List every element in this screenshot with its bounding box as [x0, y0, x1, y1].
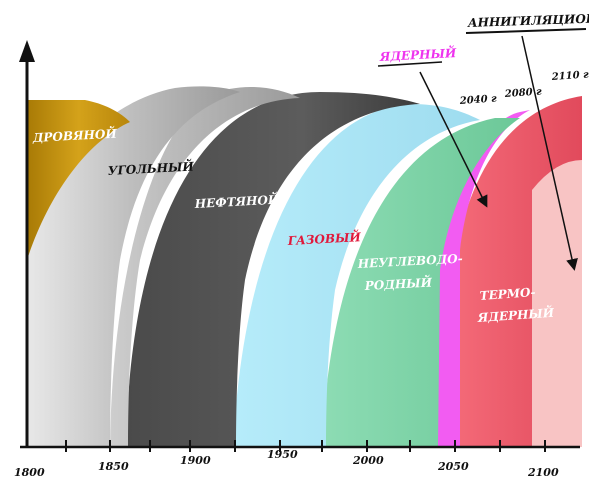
era-label-nonhc-line2: РОДНЫЙ — [363, 273, 433, 293]
x-tick-label: 2100 — [527, 466, 559, 479]
year-mark-2040: 2040 г — [458, 93, 497, 107]
nuclear-arrow — [419, 71, 488, 208]
era-shape-coal-left — [27, 86, 240, 448]
x-tick-label: 1900 — [180, 454, 211, 467]
nuclear-underline — [377, 61, 443, 67]
x-tick-label: 1950 — [267, 448, 298, 461]
era-label-fusion-line1: ТЕРМО- — [479, 285, 536, 303]
x-tick-label: 1800 — [14, 466, 45, 479]
era-shape-oil — [126, 92, 420, 447]
x-tick-label: 2000 — [352, 454, 384, 467]
year-mark-2080: 2080 г — [503, 86, 542, 100]
year-mark-2110: 2110 г — [550, 69, 589, 83]
era-shape-nonhc — [322, 118, 520, 447]
era-shape-gas — [233, 104, 480, 447]
era-label-coal: УГОЛЬНЫЙ — [107, 157, 194, 178]
era-shape-annih — [528, 105, 582, 447]
era-shape-coal — [27, 86, 300, 448]
era-label-oil: НЕФТЯНОЙ — [193, 191, 280, 211]
era-label-annih: АННИГИЛЯЦИОННЫЙ — [467, 8, 589, 30]
x-tick-label: 2050 — [437, 460, 469, 473]
era-shape-wood — [27, 100, 130, 260]
era-label-gas: ГАЗОВЫЙ — [286, 228, 361, 248]
era-label-fusion-line2: ЯДЕРНЫЙ — [476, 304, 555, 325]
era-label-nonhc-line1: НЕУГЛЕВОДО- — [356, 252, 463, 272]
x-axis-ticks — [65, 440, 546, 452]
x-tick-label: 1850 — [98, 460, 129, 473]
y-axis-arrow — [19, 40, 35, 62]
era-label-wood: ДРОВЯНОЙ — [31, 125, 117, 145]
era-shape-fusion — [455, 96, 582, 447]
era-label-nuclear: ЯДЕРНЫЙ — [378, 44, 457, 64]
annih-underline — [465, 28, 587, 34]
annih-arrow — [521, 35, 578, 271]
